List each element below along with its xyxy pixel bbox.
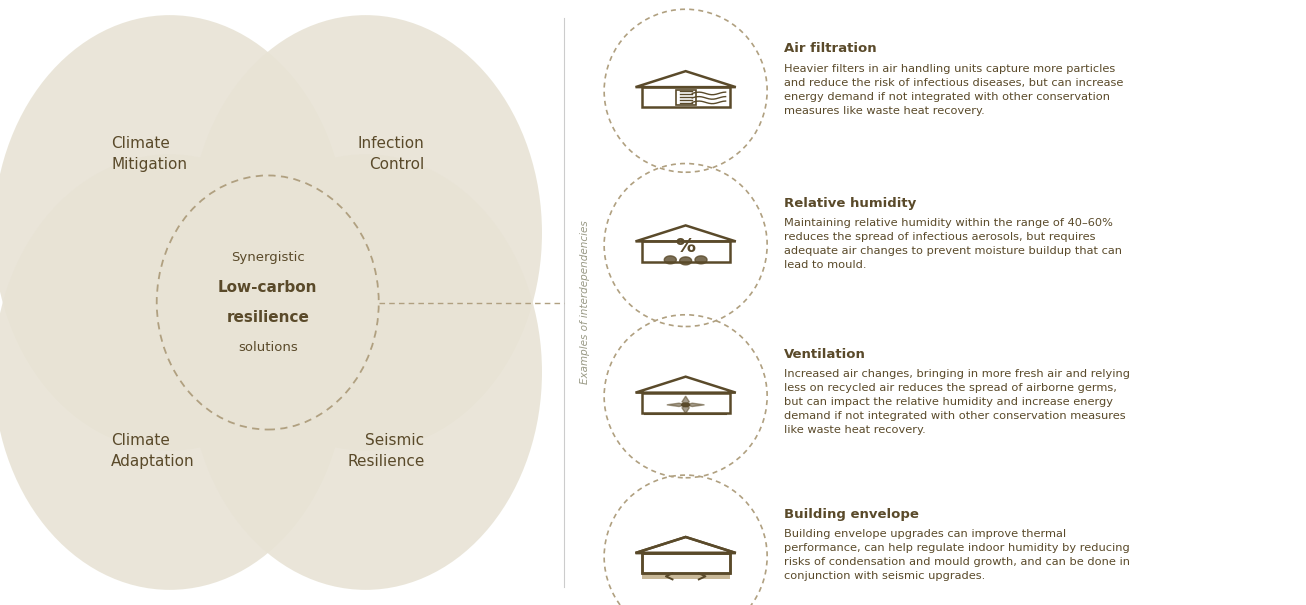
Polygon shape <box>665 256 677 264</box>
Bar <box>641 87 730 108</box>
Text: Increased air changes, bringing in more fresh air and relying
less on recycled a: Increased air changes, bringing in more … <box>784 369 1130 435</box>
Text: Maintaining relative humidity within the range of 40–60%
reduces the spread of i: Maintaining relative humidity within the… <box>784 218 1122 270</box>
Ellipse shape <box>189 15 542 451</box>
Circle shape <box>682 403 690 407</box>
Text: Ventilation: Ventilation <box>784 348 866 361</box>
Bar <box>675 90 696 105</box>
Bar <box>641 553 730 574</box>
Bar <box>641 241 730 262</box>
Text: Seismic
Resilience: Seismic Resilience <box>347 433 424 469</box>
Text: resilience: resilience <box>226 310 310 325</box>
Text: Heavier filters in air handling units capture more particles
and reduce the risk: Heavier filters in air handling units ca… <box>784 64 1123 116</box>
Text: solutions: solutions <box>238 341 298 355</box>
Ellipse shape <box>189 154 542 590</box>
Text: Building envelope upgrades can improve thermal
performance, can help regulate in: Building envelope upgrades can improve t… <box>784 529 1130 581</box>
Polygon shape <box>682 405 690 414</box>
Polygon shape <box>667 403 686 407</box>
Text: Low-carbon: Low-carbon <box>218 280 317 295</box>
Polygon shape <box>679 257 692 265</box>
Bar <box>641 393 730 413</box>
Text: Climate
Mitigation: Climate Mitigation <box>111 136 187 172</box>
Ellipse shape <box>0 154 346 590</box>
Polygon shape <box>686 403 704 407</box>
Text: Synergistic: Synergistic <box>231 250 304 264</box>
Bar <box>641 574 730 580</box>
Bar <box>641 553 730 574</box>
Text: Examples of interdependencies: Examples of interdependencies <box>580 221 590 384</box>
Text: Relative humidity: Relative humidity <box>784 197 916 209</box>
Text: Climate
Adaptation: Climate Adaptation <box>111 433 195 469</box>
Ellipse shape <box>0 15 346 451</box>
Text: Building envelope: Building envelope <box>784 508 918 521</box>
Polygon shape <box>682 396 690 405</box>
Polygon shape <box>695 256 707 264</box>
Text: %: % <box>675 237 696 256</box>
Text: Air filtration: Air filtration <box>784 42 876 55</box>
Text: Infection
Control: Infection Control <box>358 136 424 172</box>
